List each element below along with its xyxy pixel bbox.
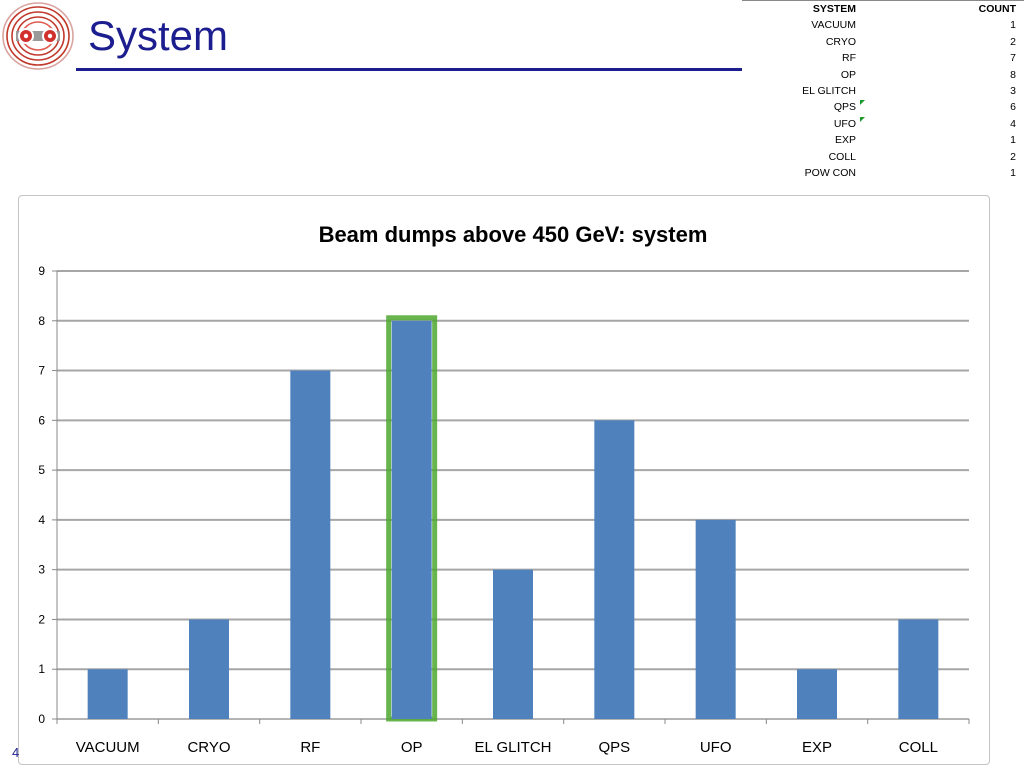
x-tick-label: VACUUM [76,739,140,756]
y-tick-label: 7 [38,364,45,378]
table-cell-system: CRYO [825,35,856,48]
table-row: VACUUM 1 [742,17,1024,33]
table-cell-count: 4 [1010,117,1016,130]
table-cell-system: POW CON [804,166,856,179]
comment-flag-icon [860,100,865,106]
x-tick-label: OP [401,739,423,756]
table-cell-system: COLL [828,150,856,163]
table-cell-system: EXP [834,134,856,147]
table-cell-system: RF [842,52,856,65]
title-underline [76,68,742,71]
table-cell-count: 7 [1010,52,1016,65]
y-tick-label: 8 [38,314,45,328]
header-system: SYSTEM [812,3,856,15]
x-tick-label: CRYO [187,739,230,756]
table-cell-count: 3 [1010,84,1016,97]
bar [493,569,533,719]
bar [391,320,432,719]
y-tick-label: 1 [38,662,45,676]
y-tick-label: 9 [38,264,45,278]
y-tick-label: 2 [38,612,45,626]
y-tick-label: 5 [38,463,45,477]
table-row: UFO 4 [742,116,1024,132]
table-row: EL GLITCH 3 [742,83,1024,99]
bar [87,669,128,719]
x-tick-label: QPS [598,739,630,756]
bar [189,619,229,719]
table-cell-count: 8 [1010,68,1016,81]
table-cell-count: 1 [1010,19,1016,32]
table-header-row: SYSTEM COUNT [742,1,1024,17]
table-row: CRYO 2 [742,34,1024,50]
y-tick-label: 0 [38,712,45,726]
x-tick-label: RF [300,739,320,756]
page-title: System [88,12,229,59]
x-tick-label: COLL [899,739,938,756]
table-cell-count: 2 [1010,150,1016,163]
table-cell-system: OP [840,68,856,81]
table-cell-count: 6 [1010,101,1016,114]
table-cell-count: 1 [1010,134,1016,147]
chart-title: Beam dumps above 450 GeV: system [319,222,708,247]
table-cell-system: EL GLITCH [802,84,856,97]
lhc-magnet-logo-icon [2,2,74,70]
table-row: COLL 2 [742,149,1024,165]
bar [797,669,837,719]
bar [594,420,635,719]
chart-frame: Beam dumps above 450 GeV: system 0 1 2 3 4 5 6 7… [18,195,990,765]
bar [695,519,736,719]
table-cell-system: UFO [833,117,856,130]
bar [290,370,331,719]
table-cell-count: 1 [1010,166,1016,179]
table-row: OP 8 [742,67,1024,83]
x-tick-label: EXP [802,739,832,756]
table-cell-system: QPS [833,101,856,114]
system-count-table: SYSTEM COUNT VACUUM 1 CRYO 2 RF 7 OP 8 EL GLITCH… [742,0,1024,181]
table-cell-count: 2 [1010,35,1016,48]
bar [898,619,939,719]
y-tick-label: 4 [38,513,45,527]
table-cell-system: VACUUM [811,19,856,32]
table-row: RF 7 [742,50,1024,66]
header-count: COUNT [978,3,1016,15]
x-tick-label: UFO [700,739,732,756]
table-row: QPS 6 [742,99,1024,115]
page-number: 4 [12,745,20,760]
y-tick-label: 6 [38,413,45,427]
table-row: EXP 1 [742,132,1024,148]
comment-flag-icon [860,116,865,122]
table-row: POW CON 1 [742,165,1024,181]
table-body: VACUUM 1 CRYO 2 RF 7 OP 8 EL GLITCH 3 QPS 6 UFO 4 EXP 1… [742,17,1024,181]
x-tick-label: EL GLITCH [475,739,552,756]
y-tick-label: 3 [38,563,45,577]
bar-chart: Beam dumps above 450 GeV: system 0 1 2 3 4 5 6 7… [38,222,970,756]
